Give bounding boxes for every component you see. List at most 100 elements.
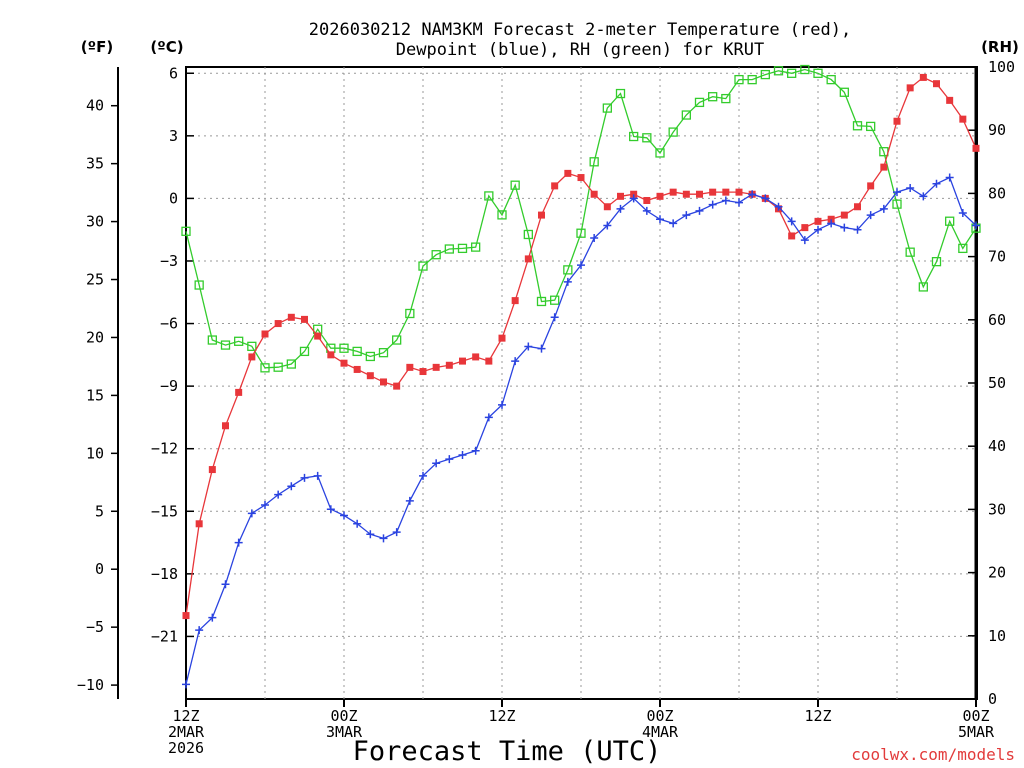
temperature-point [854,203,861,211]
rh-point [392,335,402,345]
dewpoint-point [827,219,836,228]
dewpoint-point [182,680,190,689]
x-tick-label: 00Z [330,707,357,725]
rh-point [734,74,744,85]
rh-point [181,226,191,236]
dewpoint-point [708,200,717,209]
rh-line [185,68,977,369]
temperature-point [274,320,282,328]
temperature-point [696,190,703,198]
rh-point [220,340,231,350]
temperature-point [617,192,624,200]
rh-point [207,335,217,345]
temperature-point [722,188,730,196]
dewpoint-point [563,277,572,286]
rh-point [589,157,599,167]
celsius-tick-label: −6 [160,315,178,333]
rh-point [931,257,942,267]
rh-point [615,88,626,99]
temperature-point [195,520,203,528]
x-tick-label: 00Z [646,707,673,725]
celsius-tick-label: −18 [151,565,178,583]
rh-point [655,148,665,158]
rh-tick-label: 10 [988,627,1006,645]
temperature-point [353,365,361,373]
rh-point [273,362,283,372]
dewpoint-point [419,471,427,480]
dewpoint-point [498,400,506,409]
rh-point [892,199,902,209]
dewpoint-point [405,496,414,505]
x-tick-label: 2026 [168,739,204,757]
rh-point [839,87,849,97]
rh-point [760,69,770,80]
dewpoint-point [524,342,533,351]
dewpoint-point [603,221,612,230]
dewpoint-point [261,501,269,510]
temperature-point [459,357,466,365]
temperature-point [840,211,848,219]
rh-point [247,341,257,351]
temperature-point [208,466,216,474]
rh-point [826,74,836,85]
rh-point [352,346,362,357]
temperature-point [472,353,480,361]
dewpoint-point [787,217,796,226]
dewpoint-point [642,206,651,215]
rh-point [378,348,389,358]
temperature-point [682,190,690,198]
celsius-tick-label: −12 [151,440,178,458]
rh-point [550,295,560,305]
dewpoint-point [972,221,980,230]
dewpoint-point [800,236,809,245]
dewpoint-point [326,505,335,514]
chart-title-line2: Dewpoint (blue), RH (green) for KRUT [396,40,764,60]
x-tick-label: 12Z [488,707,515,725]
rh-tick-label: 60 [988,311,1006,329]
rh-point [681,110,691,120]
dewpoint-point [445,455,454,464]
temperature-point [327,351,335,359]
dewpoint-point [919,192,928,201]
rh-point [708,92,718,102]
rh-point [721,93,731,104]
rh-point [418,261,428,271]
temperature-point [524,255,532,263]
chart-title-line1: 2026030212 NAM3KM Forecast 2-meter Tempe… [309,20,851,40]
credit-link[interactable]: coolwx.com/models [851,745,1015,764]
temperature-point [867,182,875,190]
fahrenheit-tick-label: 25 [86,271,104,289]
grid-lines [186,67,976,699]
rh-point [234,336,244,346]
dewpoint-point [616,204,625,213]
temperature-point [511,297,519,305]
data-series [181,64,981,689]
temperature-point [946,96,954,104]
celsius-unit-label: (ºC) [150,38,183,56]
temperature-point [432,363,440,371]
temperature-point [538,211,545,219]
rh-tick-label: 50 [988,374,1006,392]
rh-point [866,121,876,132]
rh-tick-label: 90 [988,121,1006,139]
temperature-point [498,334,506,342]
rh-point [299,346,310,357]
dewpoint-point [300,473,309,482]
rh-point [365,351,375,362]
temperature-point [366,372,374,380]
x-tick-label: 5MAR [958,723,995,741]
fahrenheit-tick-label: 35 [86,155,104,173]
rh-tick-label: 70 [988,248,1006,266]
dewpoint-point [853,225,862,234]
dewpoint-point [511,357,520,366]
rh-point [642,133,652,143]
dewpoint-point [682,211,691,220]
temperature-point [933,80,940,88]
rh-tick-label: 30 [988,500,1006,518]
rh-point [194,280,204,290]
rh-point [629,131,639,142]
temperature-point [735,188,743,196]
x-tick-label: 12Z [172,707,199,725]
temperature-point [709,188,717,196]
rh-point [852,121,863,131]
